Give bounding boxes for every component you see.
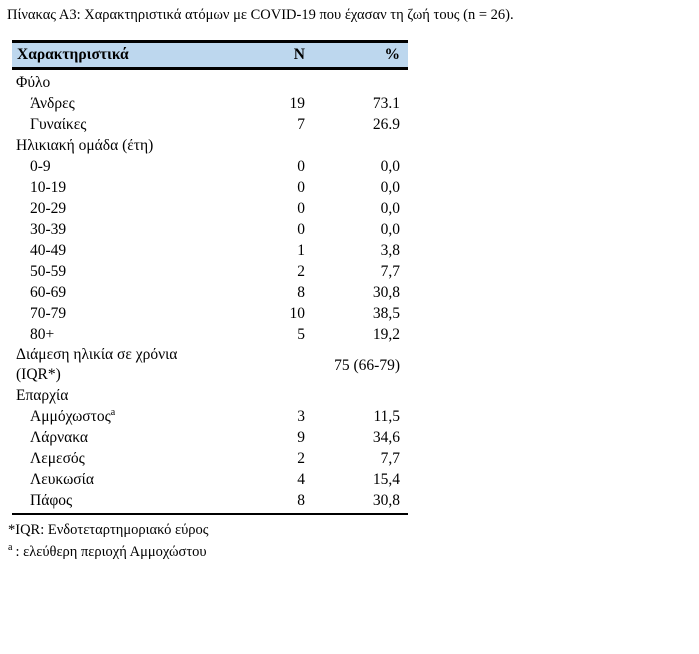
row-pct-value: 38,5 — [372, 305, 400, 322]
table-row: Λευκωσία 4 15,4 — [12, 469, 408, 490]
row-label: Διάμεση ηλικία σε χρόνια (IQR*) — [16, 346, 178, 383]
row-pct-value: 30,8 — [372, 492, 400, 509]
row-n-value: 0 — [297, 158, 305, 175]
row-label: Πάφος — [30, 492, 73, 509]
row-pct-value: 7,7 — [380, 263, 400, 280]
row-n-value: 0 — [297, 179, 305, 196]
table-header-row: Χαρακτηριστικά N % — [12, 40, 408, 70]
row-pct-value: 11,5 — [373, 408, 400, 425]
row-n-value: 4 — [297, 471, 305, 488]
row-label: Φύλο — [16, 74, 51, 91]
row-label: 50-59 — [30, 263, 67, 280]
row-n-value: 19 — [289, 95, 306, 112]
row-label: Αμμόχωστοςa — [30, 406, 116, 425]
table-row: Λάρνακα 9 34,6 — [12, 427, 408, 448]
table-row: 50-59 2 7,7 — [12, 261, 408, 282]
row-label: 10-19 — [30, 179, 67, 196]
table-body: Φύλο Άνδρες 19 73.1 Γυναίκες 7 26.9 Ηλικ… — [12, 70, 408, 515]
row-label: Γυναίκες — [30, 116, 87, 133]
row-n-value — [220, 72, 305, 93]
table-row: Άνδρες 19 73.1 — [12, 93, 408, 114]
row-n-value: 2 — [297, 263, 305, 280]
table-row: 0-9 0 0,0 — [12, 156, 408, 177]
table-row: 80+ 5 19,2 — [12, 324, 408, 345]
table-row-median: Διάμεση ηλικία σε χρόνια (IQR*) 75 (66-79… — [12, 345, 408, 385]
table-row: Φύλο — [12, 72, 408, 93]
table-caption: Πίνακας Α3: Χαρακτηριστικά ατόμων με COV… — [7, 7, 514, 23]
row-pct-value: 34,6 — [372, 429, 400, 446]
row-n-value: 1 — [297, 242, 305, 259]
row-pct-value: 0,0 — [380, 158, 400, 175]
table-row: 70-79 10 38,5 — [12, 303, 408, 324]
table-row: Αμμόχωστοςa 3 11,5 — [12, 406, 408, 427]
row-n-value: 2 — [297, 450, 305, 467]
table-row: Λεμεσός 2 7,7 — [12, 448, 408, 469]
row-label: Ηλικιακή ομάδα (έτη) — [16, 137, 154, 154]
row-median-value: 75 (66-79) — [334, 356, 400, 374]
footnote-marker: a — [8, 542, 13, 554]
footnotes: *IQR: Ενδοτεταρτημοριακό εύρος a: ελεύθε… — [8, 519, 208, 563]
table-row: 30-39 0 0,0 — [12, 219, 408, 240]
table-row: 10-19 0 0,0 — [12, 177, 408, 198]
row-label: Λεμεσός — [30, 450, 85, 467]
col-header-pct: % — [384, 46, 401, 63]
table-row: 40-49 1 3,8 — [12, 240, 408, 261]
row-pct-value: 0,0 — [380, 179, 400, 196]
col-header-n: N — [293, 46, 305, 63]
table-row: Γυναίκες 7 26.9 — [12, 114, 408, 135]
row-label: 70-79 — [30, 305, 67, 322]
row-pct-value: 3,8 — [380, 242, 400, 259]
row-n-value: 0 — [297, 200, 305, 217]
table-row: Επαρχία — [12, 385, 408, 406]
row-label: 80+ — [30, 326, 55, 343]
row-label: Λάρνακα — [30, 429, 89, 446]
table-row: 60-69 8 30,8 — [12, 282, 408, 303]
footnote: *IQR: Ενδοτεταρτημοριακό εύρος — [8, 519, 208, 541]
row-pct-value — [305, 72, 400, 93]
row-n-value: 0 — [297, 221, 305, 238]
row-label: 60-69 — [30, 284, 67, 301]
row-label: 30-39 — [30, 221, 67, 238]
row-pct-value: 30,8 — [372, 284, 400, 301]
row-n-value: 8 — [297, 492, 305, 509]
footnote: a: ελεύθερη περιοχή Αμμοχώστου — [8, 541, 208, 563]
row-label: Λευκωσία — [30, 471, 94, 488]
col-header-characteristic: Χαρακτηριστικά — [17, 46, 129, 63]
row-pct-value — [305, 385, 400, 406]
footnote-marker: * — [8, 522, 16, 538]
row-n-value: 3 — [297, 408, 305, 425]
row-pct-value: 7,7 — [380, 450, 400, 467]
row-n-value: 5 — [297, 326, 305, 343]
row-label: 40-49 — [30, 242, 67, 259]
row-label: 0-9 — [30, 158, 51, 175]
row-n-value: 8 — [297, 284, 305, 301]
row-n-value: 7 — [297, 116, 305, 133]
table-row: 20-29 0 0,0 — [12, 198, 408, 219]
row-pct-value: 19,2 — [372, 326, 400, 343]
row-pct-value: 26.9 — [372, 116, 400, 133]
row-label: 20-29 — [30, 200, 67, 217]
row-pct-value: 15,4 — [372, 471, 400, 488]
characteristics-table: Χαρακτηριστικά N % Φύλο Άνδρες 19 73.1 Γ… — [12, 40, 408, 515]
row-label: Επαρχία — [16, 387, 69, 404]
row-n-value — [220, 135, 305, 156]
table-row: Ηλικιακή ομάδα (έτη) — [12, 135, 408, 156]
row-pct-value: 0,0 — [380, 200, 400, 217]
row-label: Άνδρες — [30, 95, 75, 112]
footnote-text: : ελεύθερη περιοχή Αμμοχώστου — [15, 544, 207, 560]
row-n-value: 10 — [289, 305, 306, 322]
footnote-text: IQR: Ενδοτεταρτημοριακό εύρος — [15, 522, 209, 538]
row-n-value: 9 — [297, 429, 305, 446]
row-pct-value — [305, 135, 400, 156]
row-pct-value: 73.1 — [372, 95, 400, 112]
row-n-value — [220, 385, 305, 406]
superscript-marker: a — [110, 406, 116, 418]
table-row: Πάφος 8 30,8 — [12, 490, 408, 511]
row-pct-value: 0,0 — [380, 221, 400, 238]
